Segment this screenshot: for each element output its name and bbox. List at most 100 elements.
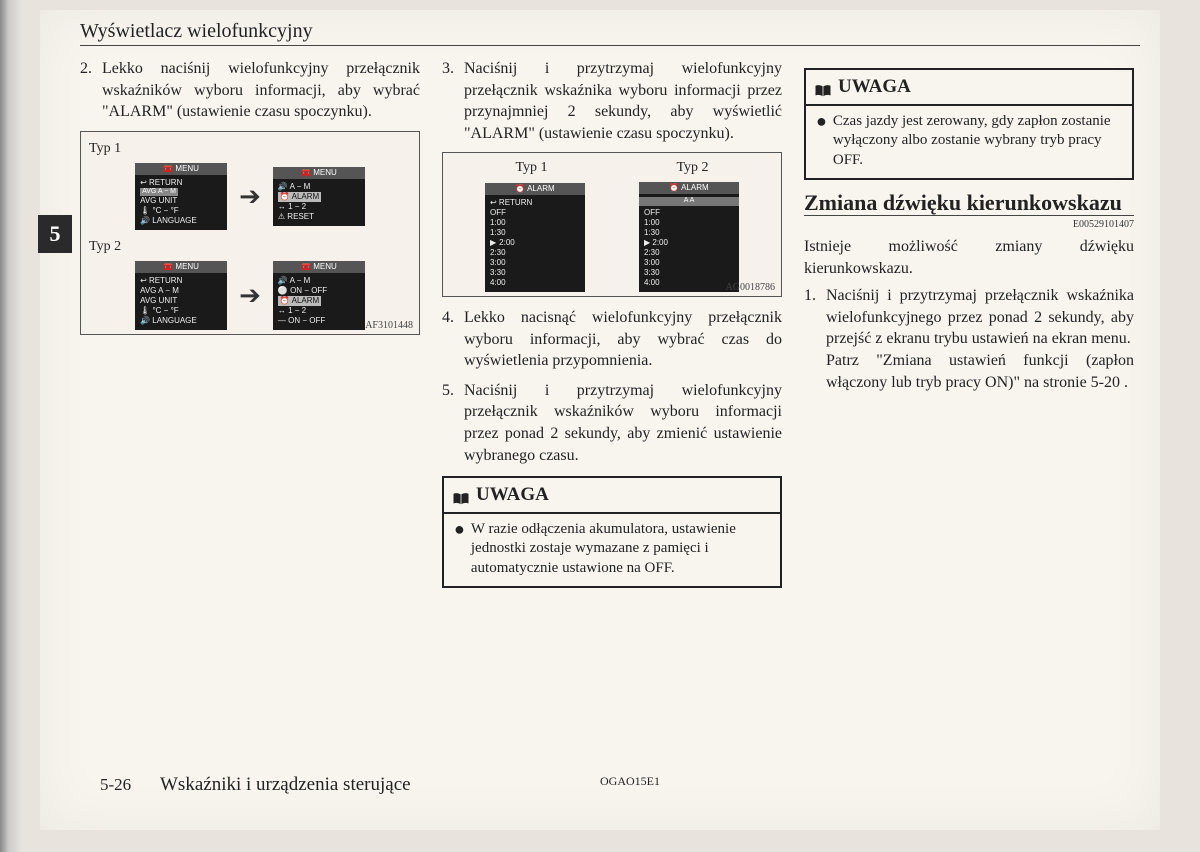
row-text: 2:00 — [499, 238, 515, 248]
note-header: UWAGA — [806, 70, 1132, 106]
lcd-screen-e: ⏰ ALARM ↩ RETURN OFF 1:00 1:30 ▶ 2:00 2:… — [485, 183, 585, 292]
content-columns: 2. Lekko naciśnij wielofunkcyjny przełąc… — [80, 58, 1140, 598]
column-2: 3. Naciśnij i przytrzymaj wielofunkcyjny… — [442, 58, 782, 598]
step-1: 1. Naciśnij i przytrzymaj przełącznik ws… — [804, 285, 1134, 393]
row: ⏰ ALARM — [278, 296, 360, 306]
step-number: 5. — [442, 380, 464, 466]
row: 🔊 LANGUAGE — [140, 216, 222, 226]
fig-label-typ1: Typ 1 — [515, 159, 547, 178]
footer-title: Wskaźniki i urządzenia sterujące — [160, 774, 411, 796]
row: OFF — [644, 208, 734, 218]
page-number: 5-26 — [100, 775, 160, 795]
note-body: ● Czas jazdy jest zerowany, gdy zapłon z… — [806, 106, 1132, 179]
row: ▶ 2:00 — [490, 238, 580, 248]
screen-header: 🧰 MENU — [273, 167, 365, 179]
hdr-text: MENU — [313, 262, 337, 271]
row: 3:30 — [644, 268, 734, 278]
step-number: 2. — [80, 58, 102, 123]
row: AVG UNIT — [140, 296, 222, 306]
row: 4:00 — [644, 278, 734, 288]
note-box-2: UWAGA ● Czas jazdy jest zerowany, gdy za… — [804, 68, 1134, 180]
column-1: 2. Lekko naciśnij wielofunkcyjny przełąc… — [80, 58, 420, 598]
arrow-icon: ➔ — [239, 278, 261, 313]
page-footer: 5-26 Wskaźniki i urządzenia sterujące OG… — [100, 774, 1160, 796]
page-title: Wyświetlacz wielofunkcyjny — [80, 20, 1140, 46]
hdr-text: MENU — [313, 168, 337, 177]
row: ↩ RETURN — [140, 178, 222, 188]
figure-1: Typ 1 🧰 MENU ↩ RETURN AVG A − M AVG UNIT… — [80, 131, 420, 336]
manual-page: Wyświetlacz wielofunkcyjny 5 2. Lekko na… — [40, 10, 1160, 830]
screen-header: 🧰 MENU — [135, 261, 227, 273]
row: AVG A − M — [140, 286, 222, 296]
fig-label-typ2: Typ 2 — [89, 238, 411, 257]
screen-header: 🧰 MENU — [135, 163, 227, 175]
row-sel: ⏰ ALARM — [278, 296, 321, 306]
hdr-text: MENU — [175, 262, 199, 271]
page-binding — [0, 0, 22, 852]
row: 🔊 A − M — [278, 182, 360, 192]
note-text: W razie odłączenia akumulatora, ustawien… — [471, 520, 770, 579]
screen-header: ⏰ ALARM — [485, 183, 585, 195]
row: 1:30 — [644, 228, 734, 238]
figure-code: AG0018786 — [726, 281, 775, 295]
step-number: 4. — [442, 307, 464, 372]
screen-header: ⏰ ALARM — [639, 182, 739, 194]
row: 1:30 — [490, 228, 580, 238]
column-3: UWAGA ● Czas jazdy jest zerowany, gdy za… — [804, 58, 1134, 598]
row: — ON − OFF — [278, 316, 360, 326]
book-icon — [452, 488, 470, 502]
book-icon — [814, 80, 832, 94]
row: ⏰ ALARM — [278, 192, 360, 202]
cursor-icon: ▶ — [490, 238, 496, 248]
row: 2:30 — [644, 248, 734, 258]
bullet-icon: ● — [816, 112, 827, 171]
step-body: Naciśnij i przytrzymaj przełącznik wskaź… — [826, 285, 1134, 393]
fig-row-1: 🧰 MENU ↩ RETURN AVG A − M AVG UNIT 🌡 °C … — [89, 163, 411, 231]
row: OFF — [490, 208, 580, 218]
row-text: AVG A − M — [140, 188, 178, 197]
lcd-screen-b: 🧰 MENU 🔊 A − M ⏰ ALARM ↔ 1 − 2 ⚠ RESET — [273, 167, 365, 226]
lcd-screen-a: 🧰 MENU ↩ RETURN AVG A − M AVG UNIT 🌡 °C … — [135, 163, 227, 231]
step-4: 4. Lekko nacisnąć wielofunkcyjny przełąc… — [442, 307, 782, 372]
figure-code: AF3101448 — [365, 319, 413, 333]
note-body: ● W razie odłączenia akumulatora, ustawi… — [444, 514, 780, 587]
row: ⚪ ON − OFF — [278, 286, 360, 296]
row: ↔ 1 − 2 — [278, 202, 360, 212]
step-2: 2. Lekko naciśnij wielofunkcyjny przełąc… — [80, 58, 420, 123]
row: 4:00 — [490, 278, 580, 288]
row: ▶ 2:00 — [644, 238, 734, 248]
note-box-1: UWAGA ● W razie odłączenia akumulatora, … — [442, 476, 782, 588]
fig-label-typ1: Typ 1 — [89, 140, 411, 159]
row: 2:30 — [490, 248, 580, 258]
bullet-icon: ● — [454, 520, 465, 579]
row: 1:00 — [490, 218, 580, 228]
hdr-text: MENU — [175, 164, 199, 173]
step-number: 1. — [804, 285, 826, 393]
step-body: Lekko nacisnąć wielofunkcyjny przełączni… — [464, 307, 782, 372]
row: ↩ RETURN — [140, 276, 222, 286]
lcd-screen-f: ⏰ ALARM A A OFF 1:00 1:30 ▶ 2:00 2:30 3:… — [639, 182, 739, 292]
fig-label-typ2: Typ 2 — [676, 159, 708, 178]
row: 3:30 — [490, 268, 580, 278]
step-number: 3. — [442, 58, 464, 144]
lcd-screen-d: 🧰 MENU 🔊 A − M ⚪ ON − OFF ⏰ ALARM ↔ 1 − … — [273, 261, 365, 330]
row: AVG UNIT — [140, 196, 222, 206]
row-sel: ⏰ ALARM — [278, 192, 321, 202]
step-body: Lekko naciśnij wielofunkcyjny przełączni… — [102, 58, 420, 123]
section-heading: Zmiana dźwięku kierunkowskazu — [804, 190, 1134, 216]
step-text-b: Patrz "Zmiana ustawień funkcji (zapłon w… — [826, 352, 1134, 391]
chapter-tab: 5 — [38, 215, 72, 253]
section-intro: Istnieje możliwość zmiany dźwięku kierun… — [804, 236, 1134, 279]
note-header: UWAGA — [444, 478, 780, 514]
fig-labels: Typ 1 Typ 2 — [451, 159, 773, 178]
fig-row-2: 🧰 MENU ↩ RETURN AVG A − M AVG UNIT 🌡 °C … — [89, 261, 411, 330]
footer-code: OGAO15E1 — [600, 774, 660, 789]
row: ↔ 1 − 2 — [278, 306, 360, 316]
row: 3:00 — [490, 258, 580, 268]
row: 3:00 — [644, 258, 734, 268]
step-text-a: Naciśnij i przytrzymaj przełącznik wskaź… — [826, 287, 1134, 347]
fig-row: ⏰ ALARM ↩ RETURN OFF 1:00 1:30 ▶ 2:00 2:… — [451, 182, 773, 292]
figure-2: Typ 1 Typ 2 ⏰ ALARM ↩ RETURN OFF 1:00 1:… — [442, 152, 782, 297]
note-text: Czas jazdy jest zerowany, gdy zapłon zos… — [833, 112, 1122, 171]
step-body: Naciśnij i przytrzymaj wielofunkcyjny pr… — [464, 58, 782, 144]
